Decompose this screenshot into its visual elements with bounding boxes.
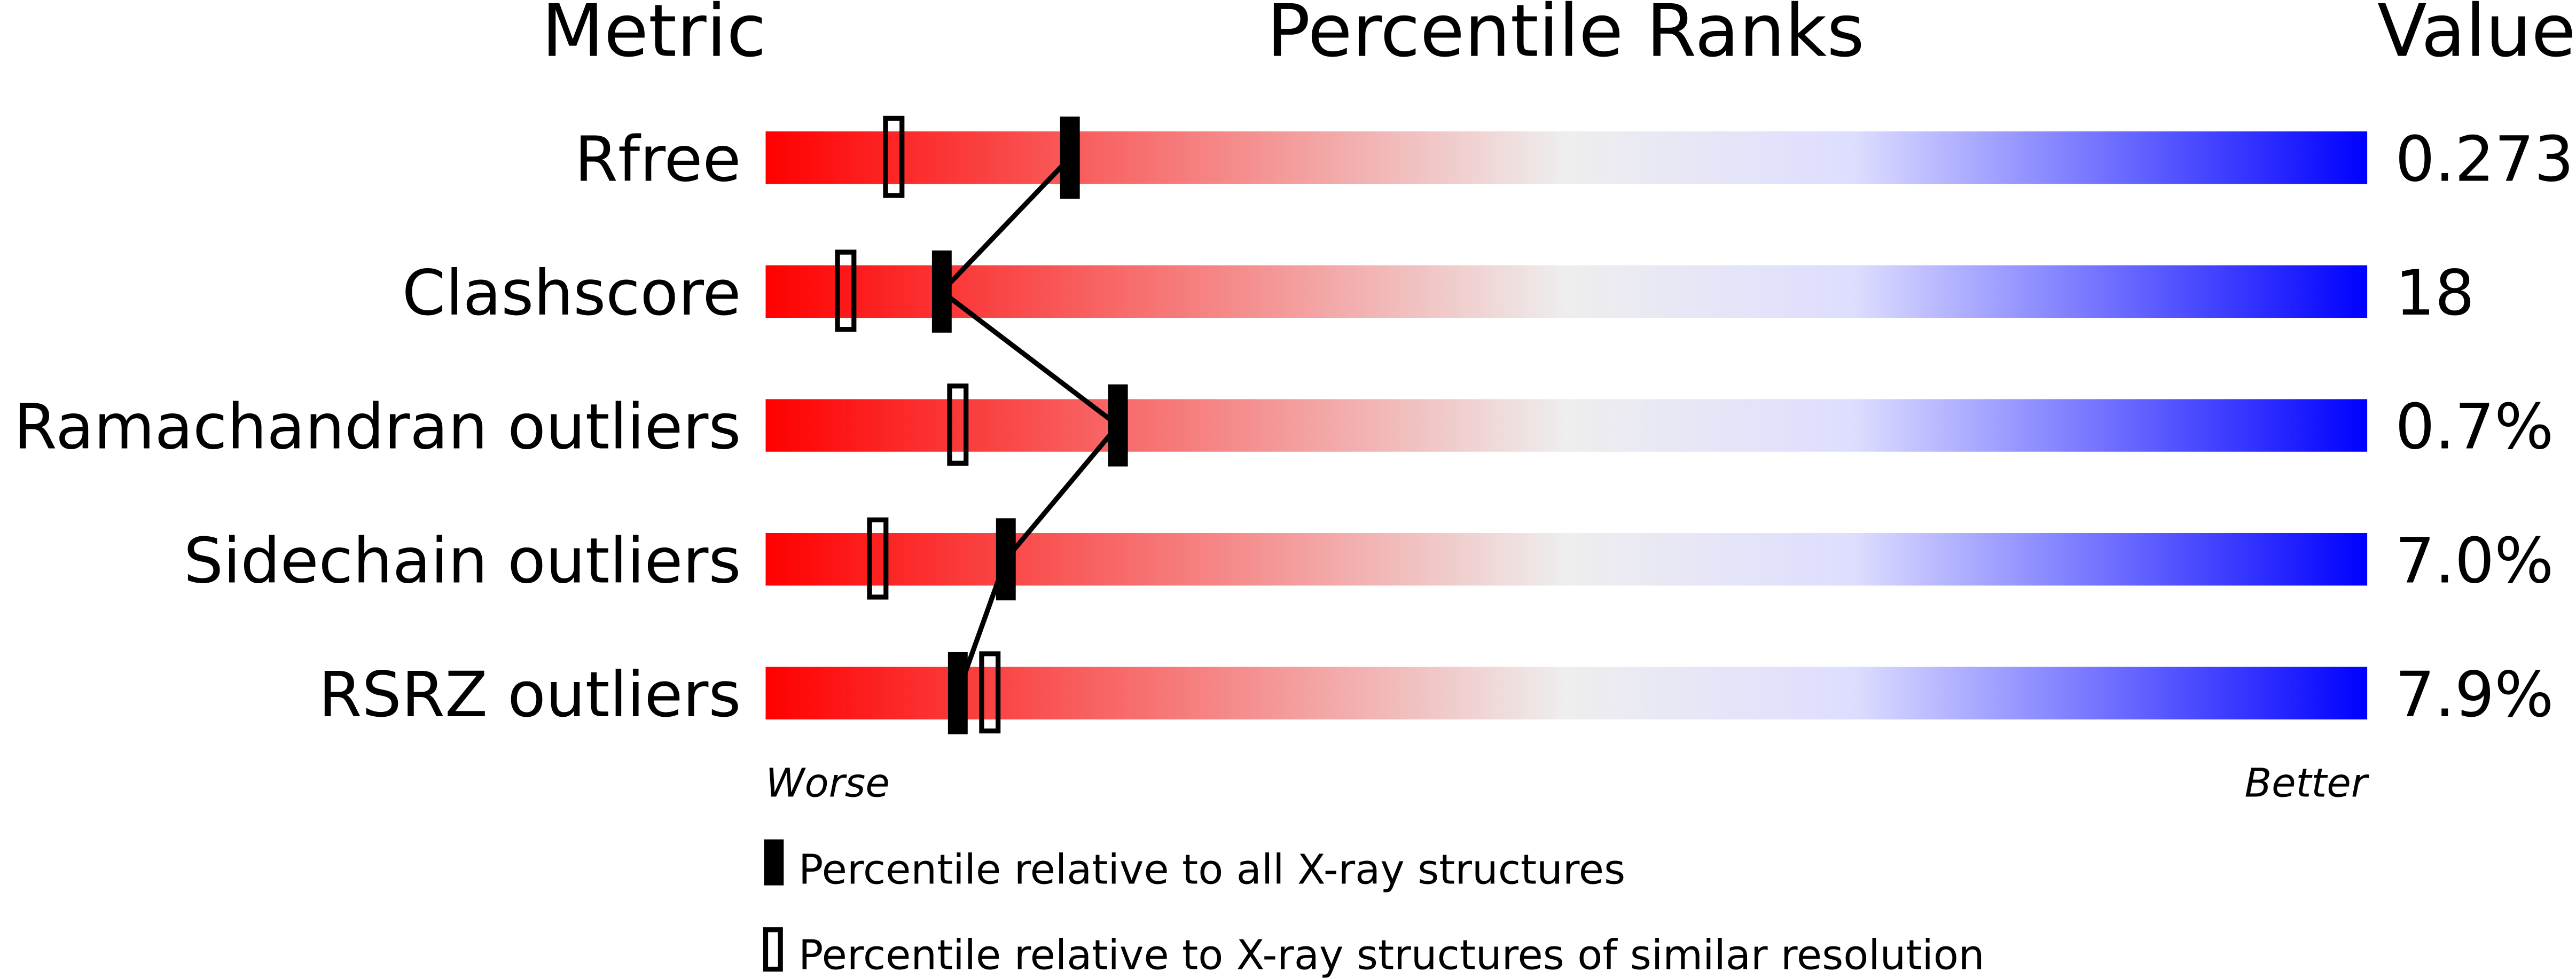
header-metric: Metric bbox=[542, 0, 766, 73]
legend-open-marker-icon bbox=[763, 927, 783, 972]
axis-worse-label: Worse bbox=[765, 761, 889, 806]
metric-value: 18 bbox=[2395, 257, 2475, 330]
metric-value: 7.9% bbox=[2395, 659, 2554, 731]
metric-label: Rfree bbox=[575, 123, 741, 195]
header-value: Value bbox=[2377, 0, 2576, 73]
axis-better-label: Better bbox=[2244, 761, 2369, 806]
all-structures-marker bbox=[931, 250, 952, 333]
all-structures-marker bbox=[1060, 116, 1080, 199]
legend-all-label: Percentile relative to all X-ray structu… bbox=[798, 847, 1625, 894]
all-structures-marker bbox=[996, 518, 1016, 601]
percentile-bar bbox=[765, 399, 2368, 452]
metric-label: RSRZ outliers bbox=[318, 659, 741, 731]
metric-label: Ramachandran outliers bbox=[13, 391, 741, 464]
similar-resolution-marker bbox=[883, 115, 905, 198]
similar-resolution-marker bbox=[979, 651, 1001, 734]
similar-resolution-marker bbox=[867, 517, 889, 600]
percentile-bar bbox=[765, 265, 2368, 318]
all-structures-marker bbox=[1108, 384, 1128, 467]
legend-similar-label: Percentile relative to X-ray structures … bbox=[798, 932, 1985, 979]
similar-resolution-marker bbox=[947, 383, 969, 466]
metric-label: Clashscore bbox=[402, 257, 741, 330]
percentile-bar bbox=[765, 533, 2368, 586]
header-percentile-ranks: Percentile Ranks bbox=[1267, 0, 1865, 73]
metric-value: 7.0% bbox=[2395, 524, 2554, 597]
similar-resolution-marker bbox=[835, 249, 857, 332]
legend-filled-marker-icon bbox=[764, 839, 784, 886]
metric-value: 0.273 bbox=[2395, 123, 2574, 195]
percentile-bar bbox=[765, 667, 2368, 720]
metric-label: Sidechain outliers bbox=[184, 524, 741, 597]
all-structures-marker bbox=[948, 652, 968, 734]
percentile-bar bbox=[765, 131, 2368, 184]
metric-value: 0.7% bbox=[2395, 391, 2554, 464]
